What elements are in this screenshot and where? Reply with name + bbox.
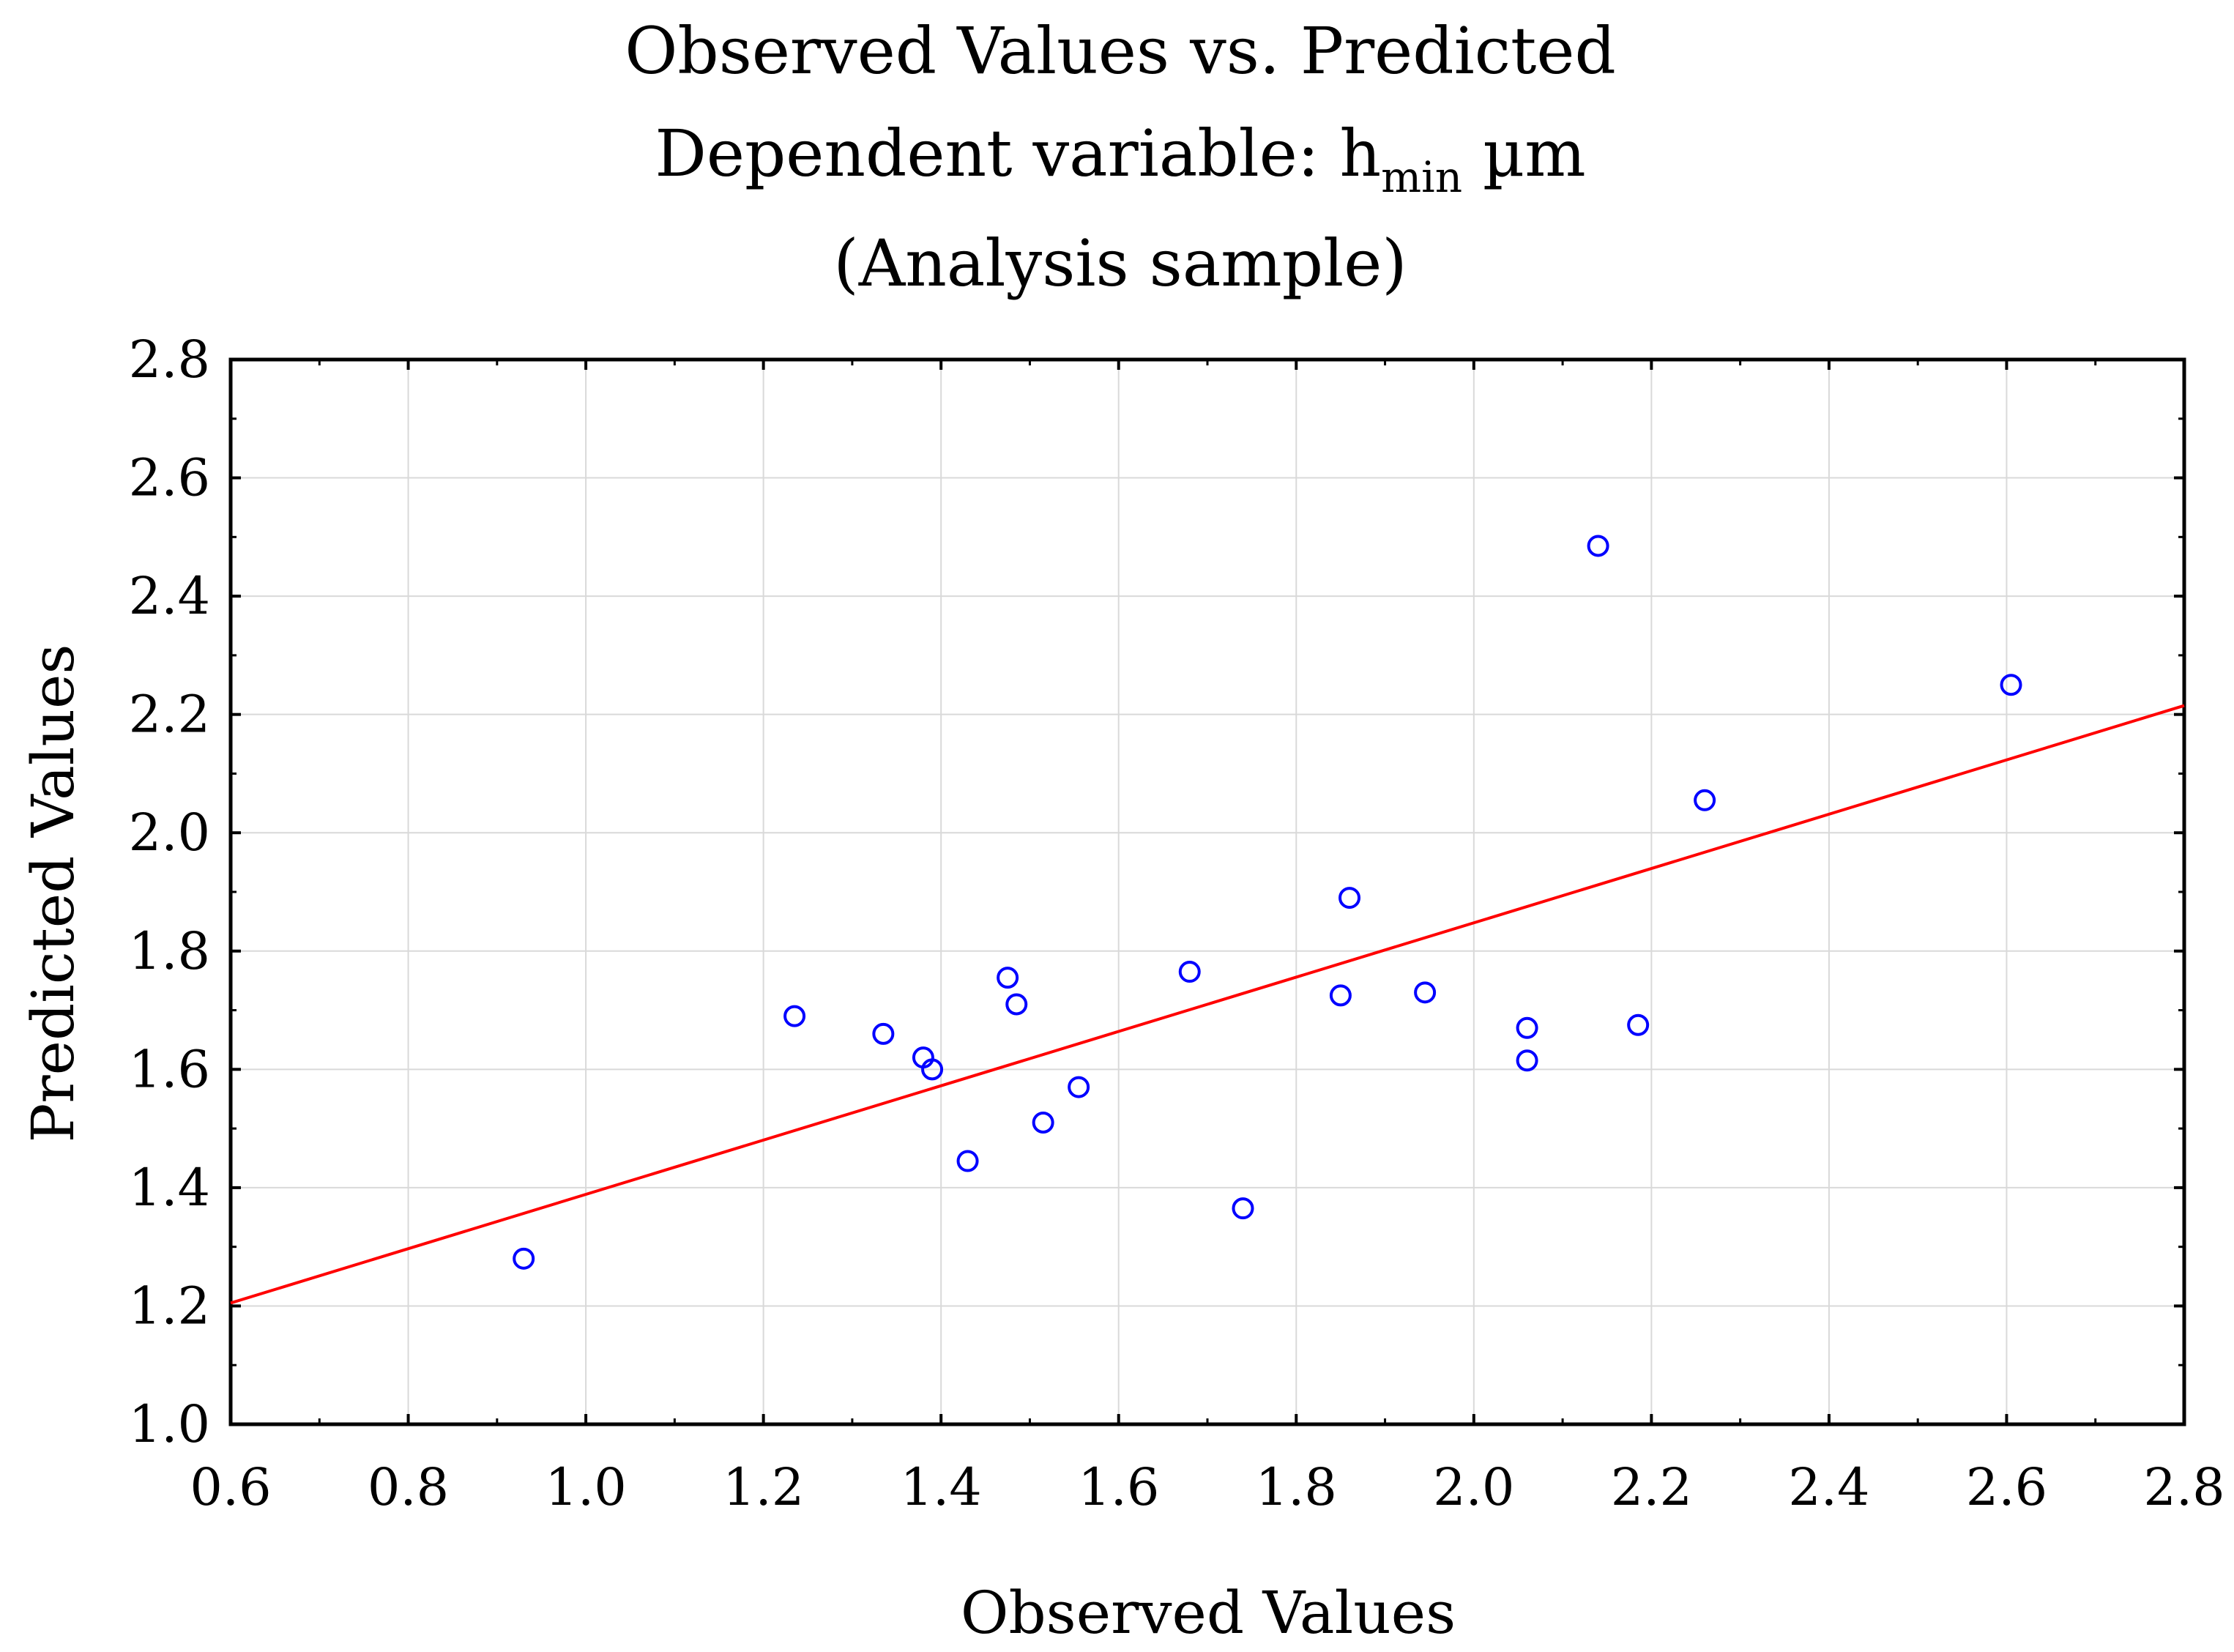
x-tick-label: 0.6: [190, 1457, 271, 1517]
y-tick-label: 1.6: [129, 1039, 210, 1099]
subtitle-suffix: µm: [1462, 116, 1586, 191]
data-point: [921, 1058, 944, 1081]
data-points: [513, 535, 2022, 1270]
x-tick-label: 0.8: [368, 1457, 449, 1517]
y-tick-labels: 1.0 1.2 1.4 1.6 1.8 2.0 2.2 2.4 2.6 2.8: [129, 330, 210, 1454]
data-point: [1232, 1197, 1254, 1220]
data-point: [2000, 674, 2022, 696]
y-tick-label: 2.8: [129, 330, 210, 390]
subtitle-prefix: Dependent variable: h: [655, 116, 1381, 191]
chart-caption: (Analysis sample): [833, 226, 1407, 301]
data-point: [1032, 1112, 1054, 1134]
x-tick-label: 1.4: [901, 1457, 982, 1517]
data-point: [956, 1150, 979, 1172]
y-tick-label: 2.4: [129, 566, 210, 626]
chart-subtitle: Dependent variable: hmin µm: [655, 116, 1585, 202]
y-tick-label: 1.4: [129, 1158, 210, 1218]
data-point: [1694, 789, 1716, 811]
y-tick-label: 1.0: [129, 1394, 210, 1454]
y-tick-label: 2.6: [129, 448, 210, 508]
ticks: [229, 358, 2186, 1426]
data-point: [1178, 961, 1201, 983]
data-point: [1329, 984, 1352, 1007]
data-point: [872, 1022, 895, 1045]
y-tick-label: 1.8: [129, 921, 210, 981]
data-point: [1627, 1013, 1650, 1036]
y-tick-label: 2.0: [129, 803, 210, 863]
data-point: [997, 967, 1019, 989]
data-point: [1068, 1076, 1090, 1098]
x-tick-label: 2.4: [1788, 1457, 1869, 1517]
data-point: [1516, 1049, 1538, 1072]
chart-title: Observed Values vs. Predicted: [625, 13, 1616, 89]
data-point: [1338, 887, 1361, 909]
y-tick-label: 1.2: [129, 1276, 210, 1336]
fit-line: [230, 704, 2185, 1305]
x-tick-label: 2.0: [1433, 1457, 1514, 1517]
subtitle-subscript: min: [1381, 152, 1462, 202]
y-axis-label: Predicted Values: [19, 644, 87, 1143]
x-tick-label: 1.2: [723, 1457, 804, 1517]
data-point: [1414, 981, 1437, 1004]
x-tick-label: 1.8: [1256, 1457, 1337, 1517]
x-tick-label: 1.0: [545, 1457, 626, 1517]
data-point: [1516, 1016, 1538, 1039]
data-point: [1587, 535, 1609, 557]
data-point: [1005, 993, 1028, 1016]
data-point: [513, 1247, 535, 1270]
x-tick-label: 2.6: [1966, 1457, 2047, 1517]
x-tick-label: 2.8: [2143, 1457, 2224, 1517]
x-tick-label: 2.2: [1611, 1457, 1692, 1517]
grid: [231, 360, 2184, 1424]
y-tick-label: 2.2: [129, 685, 210, 745]
x-axis-label: Observed Values: [961, 1579, 1456, 1647]
x-tick-labels: 0.6 0.8 1.0 1.2 1.4 1.6 1.8 2.0 2.2 2.4 2.6 2.8: [190, 1457, 2224, 1517]
x-tick-label: 1.6: [1078, 1457, 1159, 1517]
data-point: [783, 1005, 806, 1027]
